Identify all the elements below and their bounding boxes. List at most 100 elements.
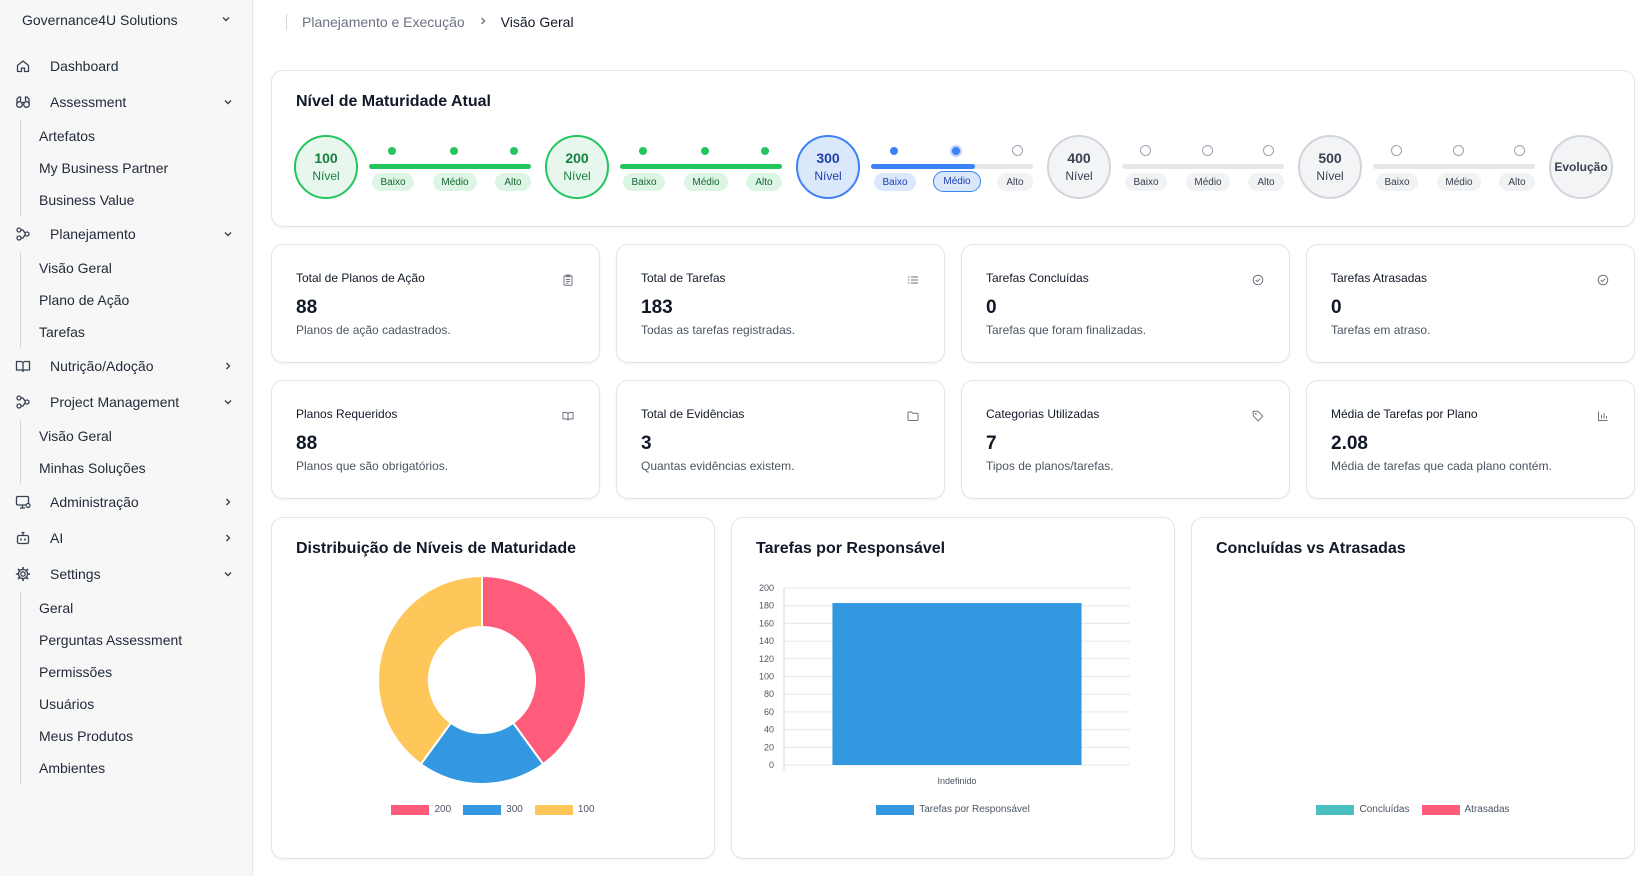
stat-title: Total de Evidências	[641, 407, 745, 421]
book-open-icon	[14, 357, 32, 375]
step-pill-baixo[interactable]: Baixo	[372, 173, 414, 191]
breadcrumb-divider	[286, 14, 287, 30]
sidebar-item-project-management[interactable]: Project Management	[0, 384, 253, 420]
stat-card-total-evidencias: Total de Evidências 3 Quantas evidências…	[616, 380, 945, 499]
step-dot	[450, 147, 458, 155]
chevron-down-icon	[221, 395, 235, 409]
sidebar-subitem-my-business-partner[interactable]: My Business Partner	[39, 160, 169, 176]
sidebar-subitem-artefatos[interactable]: Artefatos	[39, 128, 96, 144]
maturity-timeline: 100 Nível 200 Nível 300 Nível 400 Nível 500 N…	[294, 135, 1613, 199]
step-pill-baixo[interactable]: Baixo	[874, 173, 916, 191]
step-dot	[890, 147, 898, 155]
sidebar-item-ai[interactable]: AI	[0, 520, 253, 556]
sidebar-subitem-minhas-solucoes[interactable]: Minhas Soluções	[39, 460, 146, 476]
y-tick-label: 40	[764, 725, 774, 735]
track-fill	[620, 164, 782, 169]
level-100[interactable]: 100 Nível	[294, 135, 358, 199]
legend-label: Concluídas	[1359, 804, 1410, 815]
sidebar-item-label: Project Management	[50, 394, 180, 410]
sidebar-subitem-business-value[interactable]: Business Value	[39, 192, 135, 208]
stat-description: Tarefas que foram finalizadas.	[986, 323, 1147, 337]
breadcrumb-parent[interactable]: Planejamento e Execução	[302, 14, 465, 30]
step-dot	[1391, 145, 1402, 156]
sidebar-item-planejamento[interactable]: Planejamento	[0, 216, 253, 252]
maturity-card: Nível de Maturidade Atual 100 Nível 200 Ní…	[271, 70, 1635, 227]
legend-item[interactable]: Concluídas	[1316, 804, 1410, 815]
level-200[interactable]: 200 Nível	[545, 135, 609, 199]
submenu-settings: Geral Perguntas Assessment Permissões Us…	[20, 592, 253, 784]
workflow-icon	[14, 225, 32, 243]
step-dot	[639, 147, 647, 155]
stat-title: Média de Tarefas por Plano	[1331, 407, 1478, 421]
bar-Indefinido[interactable]	[832, 603, 1082, 765]
level-label: Nível	[312, 169, 340, 183]
org-switcher[interactable]: Governance4U Solutions	[22, 8, 232, 32]
x-tick-label: Indefinido	[937, 776, 976, 786]
track-fill	[871, 164, 975, 169]
stat-description: Planos que são obrigatórios.	[296, 459, 449, 473]
stat-card-total-planos: Total de Planos de Ação 88 Planos de açã…	[271, 244, 600, 363]
sidebar-item-label: Administração	[50, 494, 139, 510]
step-pill-medio[interactable]: Médio	[684, 173, 728, 191]
sidebar-subitem-meus-produtos[interactable]: Meus Produtos	[39, 728, 134, 744]
sidebar-subitem-ambientes[interactable]: Ambientes	[39, 760, 106, 776]
donut-chart	[377, 574, 587, 785]
step-pill-medio-selected[interactable]: Médio	[933, 171, 981, 192]
pie-slice-100[interactable]	[377, 574, 483, 766]
legend-swatch	[1421, 804, 1460, 815]
sidebar-subitem-usuarios[interactable]: Usuários	[39, 696, 95, 712]
level-500[interactable]: 500 Nível	[1298, 135, 1362, 199]
legend-item[interactable]: 300	[463, 804, 523, 815]
step-dot	[1453, 145, 1464, 156]
step-pill-alto[interactable]: Alto	[1248, 173, 1284, 191]
legend-item[interactable]: Tarefas por Responsável	[876, 804, 1030, 815]
step-pill-alto[interactable]: Alto	[997, 173, 1033, 191]
level-track	[620, 164, 782, 169]
stat-card-planos-requeridos: Planos Requeridos 88 Planos que são obri…	[271, 380, 600, 499]
stat-card-total-tarefas: Total de Tarefas 183 Todas as tarefas re…	[616, 244, 945, 363]
step-pill-alto[interactable]: Alto	[495, 173, 531, 191]
sidebar-item-administracao[interactable]: Administração	[0, 484, 253, 520]
book-icon	[561, 409, 575, 423]
step-dot	[701, 147, 709, 155]
sidebar-item-nutricao-adocao[interactable]: Nutrição/Adoção	[0, 348, 253, 384]
legend-label: 100	[577, 804, 595, 815]
step-pill-baixo[interactable]: Baixo	[623, 173, 665, 191]
pie-slice-200[interactable]	[481, 574, 587, 766]
sidebar-subitem-plano-de-acao[interactable]: Plano de Ação	[39, 292, 130, 308]
sidebar-subitem-visao-geral[interactable]: Visão Geral	[39, 260, 112, 276]
step-pill-alto[interactable]: Alto	[746, 173, 782, 191]
sidebar-item-dashboard[interactable]: Dashboard	[0, 48, 253, 84]
chart-title: Tarefas por Responsável	[756, 540, 946, 557]
sidebar-subitem-perguntas-assessment[interactable]: Perguntas Assessment	[39, 632, 183, 648]
stat-value: 7	[986, 433, 997, 454]
stat-title: Tarefas Concluídas	[986, 271, 1089, 285]
sidebar-subitem-permissoes[interactable]: Permissões	[39, 664, 113, 680]
evolution-button[interactable]: Evolução	[1549, 135, 1613, 199]
sidebar-item-assessment[interactable]: Assessment	[0, 84, 253, 120]
chevron-right-icon	[478, 15, 488, 29]
legend-item[interactable]: Atrasadas	[1421, 804, 1510, 815]
legend-item[interactable]: 200	[391, 804, 451, 815]
legend-item[interactable]: 100	[534, 804, 595, 815]
step-pill-medio[interactable]: Médio	[1186, 173, 1230, 191]
step-pill-medio[interactable]: Médio	[1437, 173, 1481, 191]
chart-title: Concluídas vs Atrasadas	[1216, 540, 1406, 557]
step-pill-baixo[interactable]: Baixo	[1376, 173, 1418, 191]
level-300[interactable]: 300 Nível	[796, 135, 860, 199]
check-circle-icon	[1596, 273, 1610, 287]
pie-slice-300[interactable]	[419, 721, 545, 785]
sidebar-subitem-geral[interactable]: Geral	[39, 600, 74, 616]
bot-icon	[14, 529, 32, 547]
step-pill-medio[interactable]: Médio	[433, 173, 477, 191]
sidebar-item-settings[interactable]: Settings	[0, 556, 253, 592]
step-pill-baixo[interactable]: Baixo	[1125, 173, 1167, 191]
bar-chart-icon	[1596, 409, 1610, 423]
main-content: Planejamento e Execução Visão Geral Níve…	[253, 0, 1645, 876]
step-pill-alto[interactable]: Alto	[1499, 173, 1535, 191]
sidebar-subitem-visao-geral[interactable]: Visão Geral	[39, 428, 112, 444]
sidebar-subitem-tarefas[interactable]: Tarefas	[39, 324, 85, 340]
step-dot	[1514, 145, 1525, 156]
level-400[interactable]: 400 Nível	[1047, 135, 1111, 199]
stat-value: 0	[986, 297, 997, 318]
